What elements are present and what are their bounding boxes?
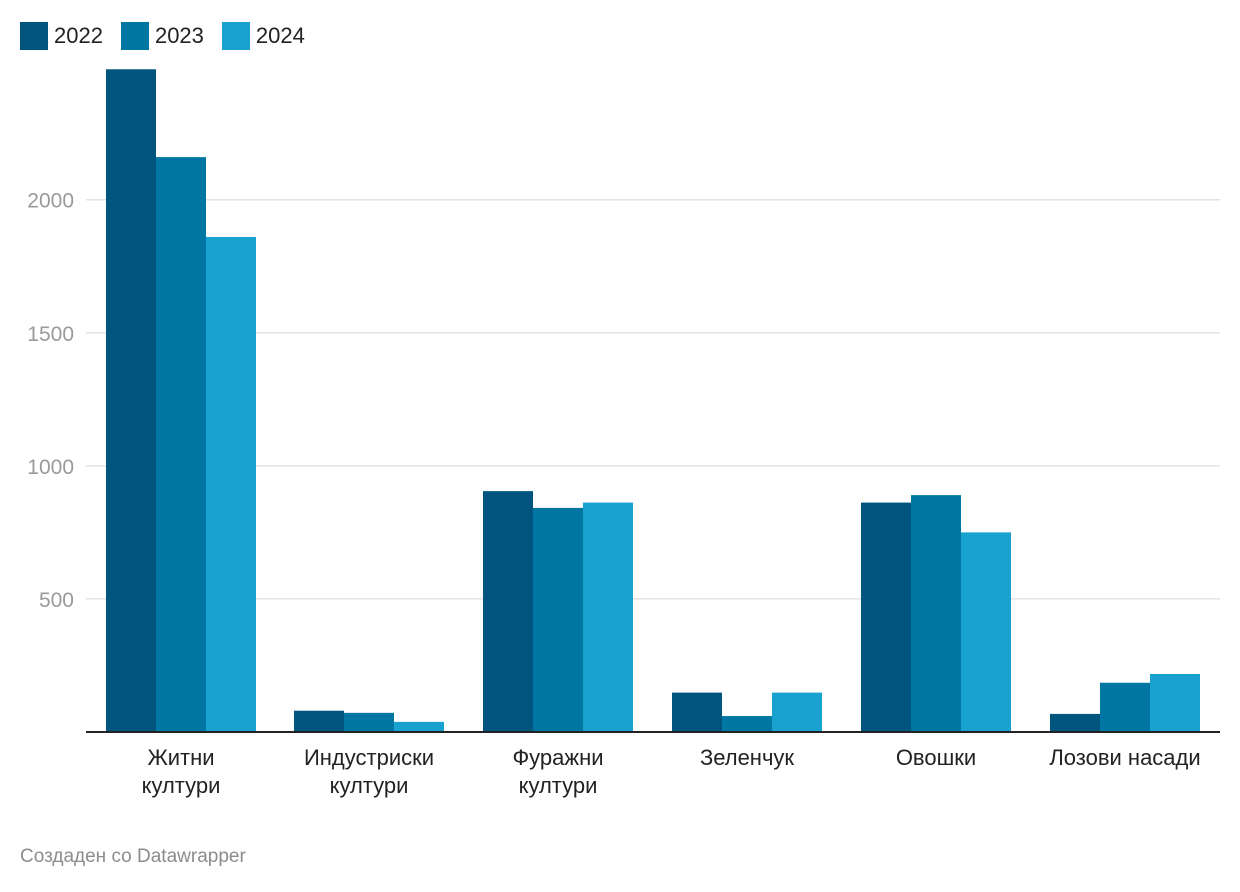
legend-item-2022: 2022	[20, 22, 103, 50]
x-category-label-line: Лозови насади	[1049, 745, 1200, 770]
y-tick-label: 1000	[27, 456, 74, 479]
bar-2023-4	[911, 495, 961, 732]
legend-item-2023: 2023	[120, 22, 204, 50]
y-tick-label: 500	[39, 589, 74, 612]
legend: 2022 2023 2024	[20, 22, 305, 50]
footer-credit: Создаден со Datawrapper	[20, 846, 246, 867]
legend-label-2024: 2024	[255, 23, 305, 48]
bar-2024-0	[206, 236, 256, 732]
x-category-label: Индустриски култури	[304, 745, 434, 798]
bar-2023-5	[1100, 682, 1150, 732]
bar-2023-0	[156, 157, 206, 733]
bar-2022-5	[1050, 713, 1100, 732]
x-category-label-line: Фуражни	[512, 745, 603, 770]
x-category-label-line: култури	[519, 773, 598, 798]
bar-2022-0	[106, 69, 156, 733]
x-category-label-line: Житни	[147, 745, 214, 770]
y-tick-label: 2000	[27, 190, 74, 213]
y-tick-label: 1500	[27, 323, 74, 346]
bar-2024-3	[772, 692, 822, 732]
bar-2022-3	[672, 692, 722, 732]
x-category-label-line: Индустриски	[304, 745, 434, 770]
legend-swatch-2023	[120, 22, 149, 50]
bar-2024-2	[583, 502, 633, 732]
x-category-label-line: Овошки	[896, 745, 976, 770]
bar-2023-3	[722, 716, 772, 732]
x-category-label: Овошки	[896, 745, 976, 770]
bar-2023-1	[344, 712, 394, 732]
legend-swatch-2022	[20, 22, 48, 50]
legend-item-2024: 2024	[221, 22, 305, 50]
bar-2024-4	[961, 532, 1011, 732]
legend-label-2023: 2023	[154, 23, 204, 48]
bar-2022-2	[483, 491, 533, 732]
x-category-label: Зеленчук	[700, 745, 794, 770]
x-category-label: Фуражни култури	[512, 745, 603, 798]
bar-2023-2	[533, 507, 583, 732]
legend-swatch-2024	[221, 22, 250, 50]
bar-2024-5	[1150, 673, 1200, 732]
x-category-label-line: култури	[330, 773, 409, 798]
x-category-label: Житни култури	[142, 745, 221, 798]
legend-label-2022: 2022	[54, 23, 103, 48]
bar-2022-1	[294, 710, 344, 732]
bar-2022-4	[861, 502, 911, 732]
x-category-label-line: Зеленчук	[700, 745, 794, 770]
x-category-label-line: култури	[142, 773, 221, 798]
bar-2024-1	[394, 721, 444, 732]
x-category-label: Лозови насади	[1049, 745, 1200, 770]
